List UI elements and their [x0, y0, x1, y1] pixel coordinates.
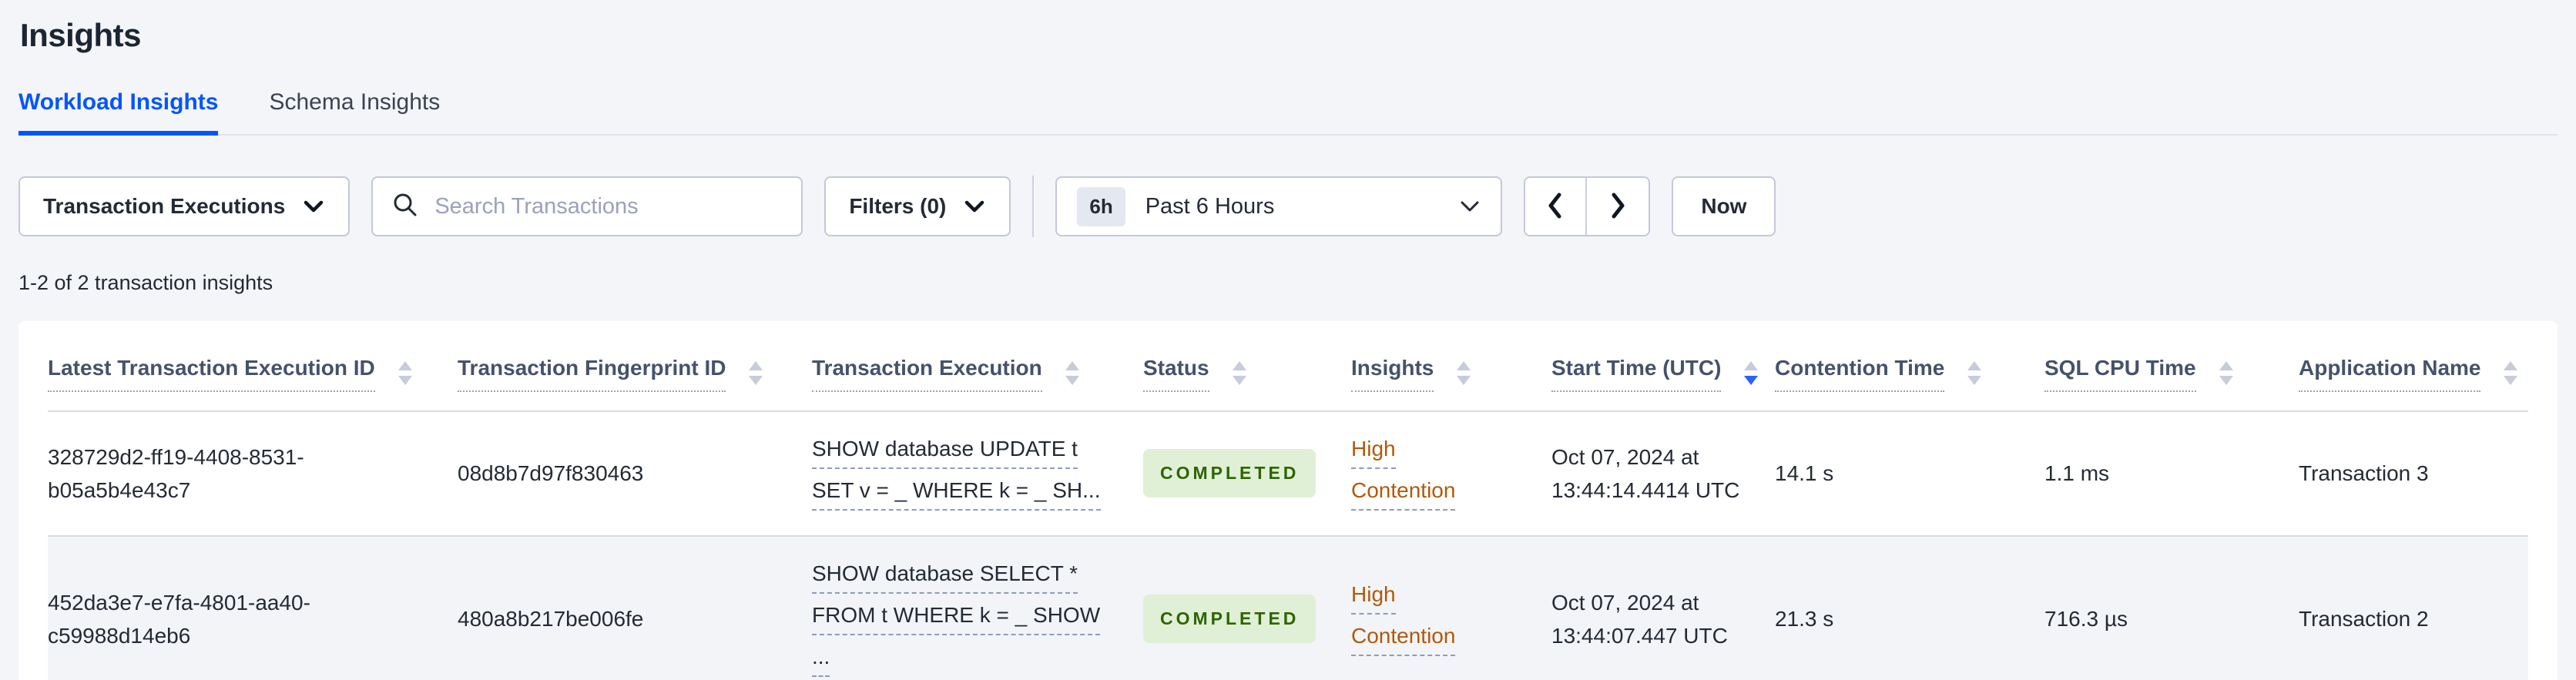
sort-icons [1967, 361, 1982, 386]
search-box[interactable] [371, 176, 803, 236]
sort-icons [2219, 361, 2233, 386]
now-button[interactable]: Now [1672, 176, 1776, 236]
filters-button[interactable]: Filters (0) [824, 176, 1011, 236]
transaction-execution-link[interactable]: SHOW database UPDATE t SET v = _ WHERE k… [812, 432, 1132, 515]
status-badge: COMPLETED [1143, 595, 1317, 644]
insights-cell: High Contention [1351, 410, 1551, 537]
column-header-start-time[interactable]: Start Time (UTC) [1551, 321, 1775, 412]
results-summary: 1-2 of 2 transaction insights [18, 271, 273, 294]
application-name-cell: Transaction 2 [2299, 535, 2528, 680]
start-time-cell: Oct 07, 2024 at 13:44:07.447 UTC [1551, 535, 1775, 680]
insights-table-card: Latest Transaction Execution ID Transact… [18, 321, 2558, 680]
previous-time-range-button[interactable] [1525, 178, 1588, 235]
column-header-contention-time[interactable]: Contention Time [1775, 321, 2044, 412]
search-icon [391, 191, 419, 223]
insights-page: Insights Workload Insights Schema Insigh… [0, 17, 2576, 680]
workload-type-dropdown[interactable]: Transaction Executions [18, 176, 351, 236]
column-header-insights[interactable]: Insights [1351, 321, 1551, 412]
time-range-pager [1524, 176, 1651, 236]
high-contention-link[interactable]: High Contention [1351, 578, 1541, 661]
search-input[interactable] [433, 193, 783, 220]
chevron-left-icon [1546, 192, 1565, 222]
table-row: 452da3e7-e7fa-4801-aa40- c59988d14eb6 48… [48, 535, 2528, 680]
transaction-execution-link[interactable]: SHOW database SELECT * FROM t WHERE k = … [812, 557, 1132, 680]
chevron-down-icon [302, 198, 325, 215]
latest-transaction-execution-id-cell: 328729d2-ff19-4408-8531- b05a5b4e43c7 [48, 410, 458, 537]
sql-cpu-time-cell: 716.3 µs [2044, 535, 2299, 680]
latest-transaction-execution-id-cell: 452da3e7-e7fa-4801-aa40- c59988d14eb6 [48, 535, 458, 680]
column-header-application-name[interactable]: Application Name [2299, 321, 2528, 412]
sort-icons [1457, 361, 1471, 386]
sort-icons [1232, 361, 1246, 386]
sql-cpu-time-cell: 1.1 ms [2044, 410, 2299, 537]
next-time-range-button[interactable] [1587, 178, 1649, 235]
contention-time-cell: 21.3 s [1775, 535, 2044, 680]
toolbar-divider [1032, 176, 1035, 237]
sort-icons [1065, 361, 1079, 386]
workload-type-label: Transaction Executions [43, 194, 286, 218]
column-header-sql-cpu-time[interactable]: SQL CPU Time [2044, 321, 2299, 412]
contention-time-cell: 14.1 s [1775, 410, 2044, 537]
column-header-transaction-fingerprint-id[interactable]: Transaction Fingerprint ID [458, 321, 812, 412]
transaction-fingerprint-id-cell: 08d8b7d97f830463 [458, 410, 812, 537]
column-header-latest-transaction-execution-id[interactable]: Latest Transaction Execution ID [48, 321, 458, 412]
column-header-transaction-execution[interactable]: Transaction Execution [812, 321, 1143, 412]
chevron-right-icon [1608, 192, 1627, 222]
tab-bar: Workload Insights Schema Insights [18, 89, 2558, 136]
status-badge: COMPLETED [1143, 449, 1317, 498]
chevron-down-icon [963, 198, 986, 215]
start-time-cell: Oct 07, 2024 at 13:44:14.4414 UTC [1551, 410, 1775, 537]
table-header-row: Latest Transaction Execution ID Transact… [48, 321, 2528, 412]
insights-cell: High Contention [1351, 535, 1551, 680]
status-cell: COMPLETED [1143, 410, 1351, 537]
high-contention-link[interactable]: High Contention [1351, 432, 1541, 515]
column-header-status[interactable]: Status [1143, 321, 1351, 412]
tab-schema-insights[interactable]: Schema Insights [269, 89, 441, 115]
tab-workload-insights[interactable]: Workload Insights [18, 89, 219, 136]
sort-icons [397, 361, 412, 386]
page-title: Insights [20, 17, 142, 53]
toolbar: Transaction Executions Filters (0) 6h [18, 176, 2558, 237]
time-range-picker[interactable]: 6h Past 6 Hours [1055, 176, 1503, 236]
sort-icons [1744, 361, 1759, 386]
application-name-cell: Transaction 3 [2299, 410, 2528, 537]
time-range-label: Past 6 Hours [1145, 193, 1275, 219]
transaction-execution-cell: SHOW database SELECT * FROM t WHERE k = … [812, 535, 1143, 680]
time-window-badge: 6h [1077, 186, 1125, 226]
transaction-execution-cell: SHOW database UPDATE t SET v = _ WHERE k… [812, 410, 1143, 537]
table-row: 328729d2-ff19-4408-8531- b05a5b4e43c7 08… [48, 410, 2528, 537]
sort-icons [2504, 361, 2518, 386]
filters-label: Filters (0) [849, 194, 947, 218]
sort-icons [749, 361, 763, 386]
status-cell: COMPLETED [1143, 535, 1351, 680]
transaction-insights-table: Latest Transaction Execution ID Transact… [48, 321, 2528, 680]
chevron-down-icon [1459, 199, 1481, 214]
transaction-fingerprint-id-cell: 480a8b217be006fe [458, 535, 812, 680]
